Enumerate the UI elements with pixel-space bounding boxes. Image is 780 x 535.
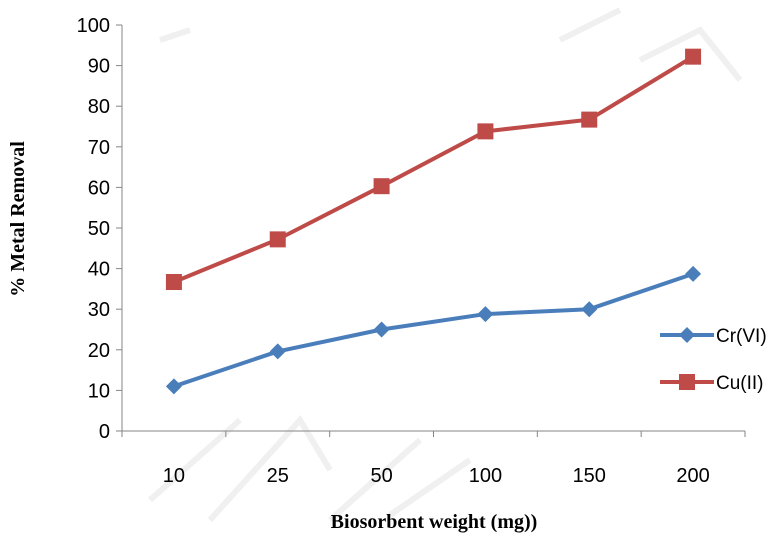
y-tick-label: 70 [88, 137, 110, 159]
legend: Cr(VI) Cu(II) [660, 326, 767, 394]
legend-item: Cr(VI) [660, 326, 767, 347]
legend-marker [679, 327, 695, 343]
y-axis-title: % Metal Removal [7, 141, 29, 297]
data-point [477, 306, 494, 323]
watermark [148, 7, 743, 523]
x-tick-label: 10 [163, 465, 185, 487]
data-point [269, 231, 286, 248]
series-layer [165, 48, 702, 395]
series-1 [165, 48, 702, 290]
legend-marker [679, 374, 695, 390]
series-0 [165, 265, 702, 395]
y-tick-label: 20 [88, 340, 110, 362]
x-tick-label: 100 [469, 465, 502, 487]
series-line [173, 271, 694, 389]
data-point [477, 123, 494, 140]
data-point [165, 273, 182, 290]
data-point [581, 301, 598, 318]
data-point [581, 111, 598, 128]
legend-label: Cu(II) [716, 373, 764, 394]
y-tick-label: 30 [88, 299, 110, 321]
y-tick-label: 40 [88, 259, 110, 281]
x-tick-label: 50 [370, 465, 392, 487]
x-axis: 10 25 50 100 150 200 [121, 430, 746, 487]
x-axis-title: Biosorbent weight (mg)) [331, 511, 538, 533]
y-tick-label: 0 [99, 421, 110, 443]
x-tick-label: 25 [267, 465, 289, 487]
data-point [165, 378, 182, 395]
y-tick-label: 90 [88, 56, 110, 78]
data-point [373, 178, 390, 195]
y-tick-label: 100 [77, 15, 110, 37]
legend-label: Cr(VI) [716, 326, 767, 347]
y-tick-label: 50 [88, 218, 110, 240]
data-point [373, 321, 390, 338]
data-point [685, 265, 702, 282]
data-point [269, 343, 286, 360]
series-line [173, 54, 695, 284]
y-tick-label: 60 [88, 177, 110, 199]
x-tick-label: 150 [573, 465, 606, 487]
data-point [685, 48, 702, 65]
y-axis: 0 10 20 30 40 50 60 70 80 90 100 [77, 15, 123, 443]
y-tick-label: 10 [88, 380, 110, 402]
x-tick-label: 200 [676, 465, 709, 487]
y-tick-label: 80 [88, 96, 110, 118]
legend-item: Cu(II) [660, 373, 764, 394]
